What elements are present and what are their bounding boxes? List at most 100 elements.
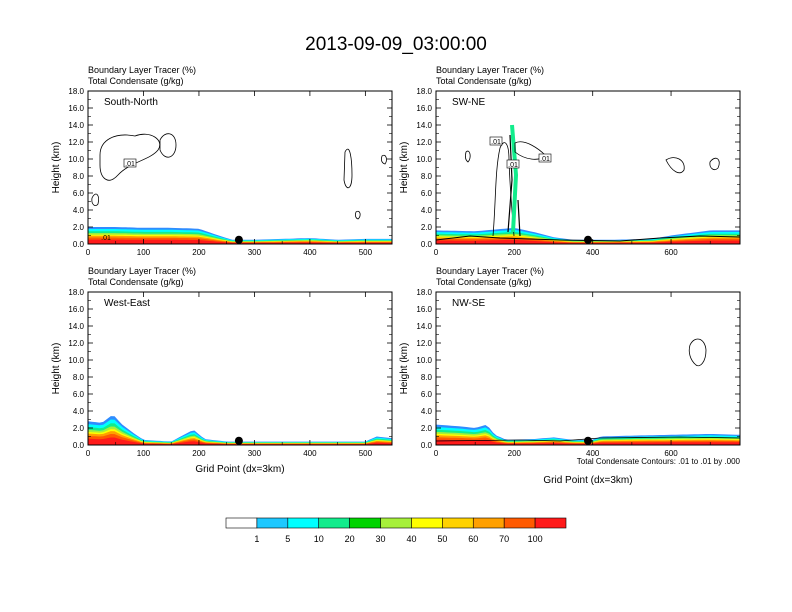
y-tick-label: 10.0 — [416, 155, 432, 164]
panel-south-north: Boundary Layer Tracer (%)Total Condensat… — [51, 65, 393, 257]
y-tick-label: 4.0 — [421, 407, 433, 416]
location-marker — [584, 235, 592, 244]
contour-label: .01 — [125, 161, 135, 168]
panel-subtitle-tracer: Boundary Layer Tracer (%) — [436, 65, 544, 75]
x-tick-label: 100 — [137, 248, 151, 257]
y-tick-label: 4.0 — [73, 206, 85, 215]
colorbar-swatch — [534, 517, 567, 529]
x-tick-label: 0 — [86, 248, 91, 257]
y-tick-label: 18.0 — [68, 288, 84, 297]
y-tick-label: 2.0 — [421, 223, 433, 232]
colorbar-swatch — [442, 517, 474, 529]
panel-subtitle-condensate: Total Condensate (g/kg) — [88, 76, 184, 86]
condensate-contour — [435, 436, 741, 442]
y-tick-label: 4.0 — [421, 206, 433, 215]
colorbar-swatch — [380, 517, 412, 529]
y-tick-label: 0.0 — [73, 441, 85, 450]
x-axis-label: Grid Point (dx=3km) — [543, 475, 632, 486]
condensate-contour — [492, 142, 515, 237]
y-tick-label: 14.0 — [416, 121, 432, 130]
panel-west-east: Boundary Layer Tracer (%)Total Condensat… — [51, 266, 393, 475]
y-axis-label: Height (km) — [399, 343, 410, 395]
x-tick-label: 400 — [586, 248, 600, 257]
updraft-core — [510, 124, 519, 233]
colorbar-label: 50 — [437, 534, 447, 544]
x-tick-label: 400 — [586, 449, 600, 458]
y-tick-label: 0.0 — [421, 240, 433, 249]
y-tick-label: 8.0 — [73, 373, 85, 382]
x-tick-label: 600 — [664, 248, 678, 257]
contour-label: .01 — [491, 139, 501, 146]
colorbar-swatch — [503, 517, 536, 529]
y-tick-label: 10.0 — [68, 356, 84, 365]
x-tick-label: 500 — [359, 248, 373, 257]
panel-subtitle-condensate: Total Condensate (g/kg) — [88, 277, 184, 287]
tracer-layer-8 — [436, 239, 740, 244]
y-tick-label: 8.0 — [421, 373, 433, 382]
plot-frame — [87, 291, 393, 446]
colorbar-swatch — [225, 517, 258, 529]
tracer-layer-8 — [88, 437, 392, 445]
y-tick-label: 6.0 — [73, 189, 85, 198]
colorbar-label: 100 — [528, 534, 543, 544]
condensate-contour — [91, 193, 99, 206]
y-tick-label: 12.0 — [416, 339, 432, 348]
panel-subtitle-condensate: Total Condensate (g/kg) — [436, 277, 532, 287]
y-tick-label: 2.0 — [73, 223, 85, 232]
colorbar-label: 1 — [254, 534, 259, 544]
panel-nw-se: Boundary Layer Tracer (%)Total Condensat… — [399, 266, 741, 486]
x-tick-label: 600 — [664, 449, 678, 458]
colorbar-swatch — [472, 517, 505, 529]
panels: Boundary Layer Tracer (%) Total Condensat… — [51, 65, 741, 486]
colorbar-swatch — [349, 517, 381, 529]
x-tick-label: 400 — [303, 248, 317, 257]
colorbar-label: 20 — [345, 534, 355, 544]
colorbar-swatch — [318, 517, 350, 529]
condensate-contour — [507, 134, 521, 237]
y-axis-label: Height (km) — [51, 343, 62, 395]
y-tick-label: 18.0 — [68, 87, 84, 96]
x-tick-label: 0 — [434, 449, 439, 458]
y-tick-label: 16.0 — [68, 305, 84, 314]
plot-frame — [435, 90, 741, 245]
y-axis-label: Height (km) — [51, 142, 62, 194]
figure-title: 2013-09-09_03:00:00 — [305, 34, 487, 55]
y-tick-label: 12.0 — [68, 339, 84, 348]
x-tick-label: 200 — [192, 248, 206, 257]
location-marker — [234, 436, 243, 445]
location-marker — [584, 436, 592, 445]
x-tick-label: 200 — [508, 248, 522, 257]
y-tick-label: 6.0 — [73, 390, 85, 399]
y-tick-label: 12.0 — [68, 138, 84, 147]
x-tick-label: 500 — [359, 449, 373, 458]
panel-name: West-East — [104, 298, 150, 309]
y-tick-label: 12.0 — [416, 138, 432, 147]
x-tick-label: 200 — [192, 449, 206, 458]
panel-name: South-North — [104, 97, 158, 108]
colorbar-label: 30 — [376, 534, 386, 544]
tracer-layer-8 — [88, 239, 392, 244]
contour-label-box — [506, 159, 520, 169]
y-tick-label: 18.0 — [416, 288, 432, 297]
colorbar-swatch — [287, 517, 320, 529]
condensate-contour — [465, 150, 471, 163]
colorbar-label: 60 — [468, 534, 478, 544]
panel-name: SW-NE — [452, 97, 485, 108]
condensate-contour — [665, 157, 685, 174]
contour-label-box — [489, 136, 503, 146]
x-axis-label: Grid Point (dx=3km) — [195, 464, 284, 475]
y-tick-label: 2.0 — [421, 424, 433, 433]
y-tick-label: 8.0 — [421, 172, 433, 181]
y-tick-label: 16.0 — [416, 305, 432, 314]
y-tick-label: 4.0 — [73, 407, 85, 416]
x-tick-label: 0 — [434, 248, 439, 257]
condensate-contour — [159, 133, 177, 158]
y-tick-label: 16.0 — [68, 104, 84, 113]
y-tick-label: 2.0 — [73, 424, 85, 433]
y-tick-label: 14.0 — [68, 322, 84, 331]
y-tick-label: 6.0 — [421, 189, 433, 198]
y-tick-label: 14.0 — [416, 322, 432, 331]
condensate-contour — [343, 148, 353, 189]
contour-note: Total Condensate Contours: .01 to .01 by… — [577, 457, 741, 466]
